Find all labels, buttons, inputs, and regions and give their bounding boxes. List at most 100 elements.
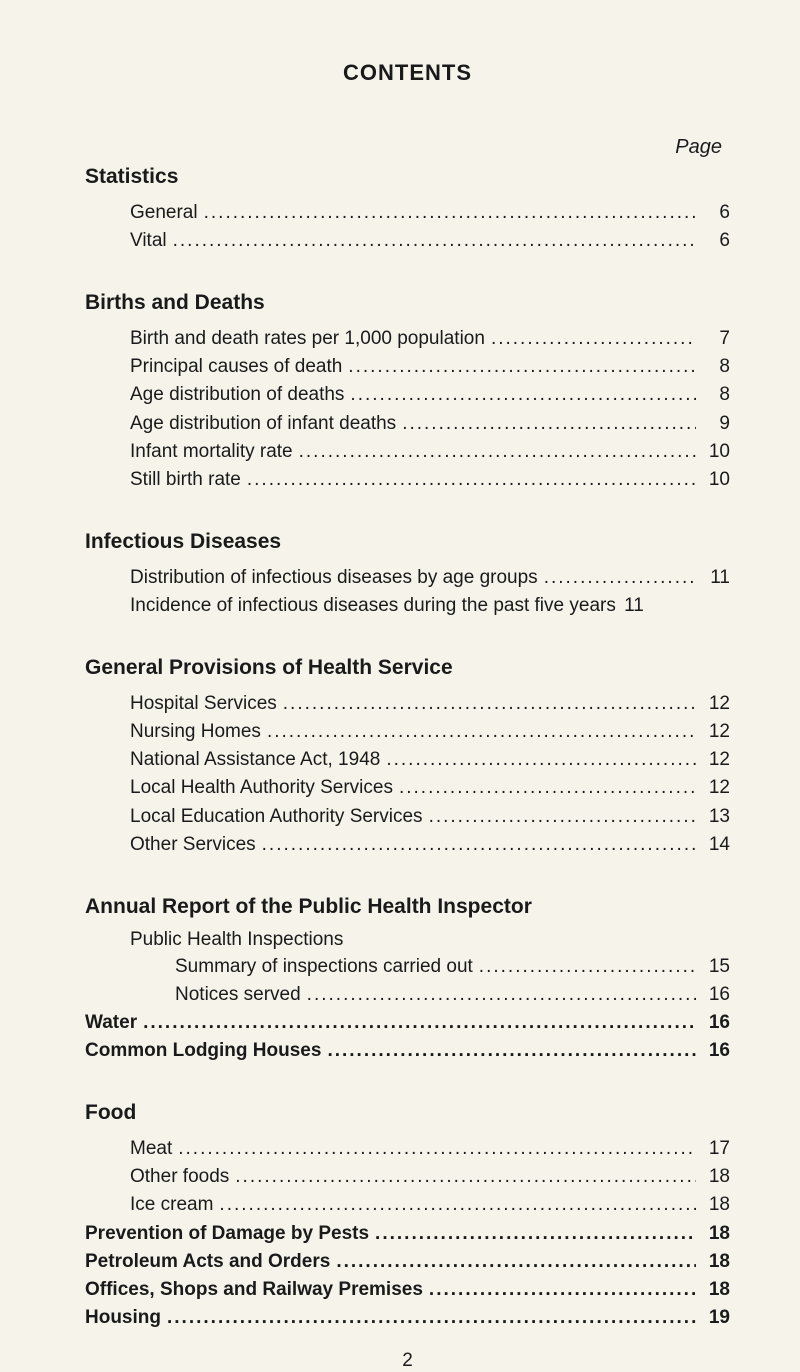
toc-page: 18 [702, 1248, 730, 1276]
toc-line: Incidence of infectious diseases during … [130, 592, 730, 620]
toc-page: 18 [702, 1163, 730, 1191]
toc-page: 9 [702, 410, 730, 438]
toc-label: Other foods [130, 1163, 229, 1191]
toc-line: Local Health Authority Services ........… [130, 774, 730, 802]
toc-dots: ........................................… [429, 1276, 696, 1304]
toc-line: Hospital Services ......................… [130, 690, 730, 718]
toc-label: Summary of inspections carried out [175, 953, 473, 981]
toc-dots: ........................................… [348, 353, 696, 381]
page-number: 2 [85, 1350, 730, 1372]
toc-page: 13 [702, 803, 730, 831]
toc-label: Meat [130, 1135, 172, 1163]
toc-line: Distribution of infectious diseases by a… [130, 564, 730, 592]
toc-dots: ........................................… [283, 690, 696, 718]
toc-dots: ........................................… [167, 1304, 696, 1332]
toc-page: 6 [702, 227, 730, 255]
toc-label: Distribution of infectious diseases by a… [130, 564, 538, 592]
toc-page: 10 [702, 466, 730, 494]
toc-dots: ........................................… [267, 718, 696, 746]
toc-dots: ........................................… [402, 410, 696, 438]
toc-label: Vital [130, 227, 167, 255]
toc-line: Offices, Shops and Railway Premises ....… [85, 1276, 730, 1304]
toc-page: 15 [702, 953, 730, 981]
toc-page: 6 [702, 199, 730, 227]
toc-dots: ........................................… [386, 746, 696, 774]
toc-line: Local Education Authority Services .....… [130, 803, 730, 831]
toc-label: Common Lodging Houses [85, 1037, 321, 1065]
toc-page: 14 [702, 831, 730, 859]
toc-dots: ........................................… [173, 227, 696, 255]
section-heading-food: Food [85, 1101, 730, 1125]
toc-line: Common Lodging Houses ..................… [85, 1037, 730, 1065]
toc-line: Notices served .........................… [175, 981, 730, 1009]
toc-dots: ........................................… [375, 1220, 696, 1248]
toc-label: Petroleum Acts and Orders [85, 1248, 330, 1276]
toc-line: Vital ..................................… [130, 227, 730, 255]
document-title: CONTENTS [85, 60, 730, 86]
toc-line: Petroleum Acts and Orders ..............… [85, 1248, 730, 1276]
toc-dots: ........................................… [178, 1135, 696, 1163]
section-heading-general-provisions: General Provisions of Health Service [85, 656, 730, 680]
toc-line: Housing ................................… [85, 1304, 730, 1332]
section-heading-infectious: Infectious Diseases [85, 530, 730, 554]
toc-dots: ........................................… [399, 774, 696, 802]
toc-dots: ........................................… [204, 199, 696, 227]
section-heading-births-deaths: Births and Deaths [85, 291, 730, 315]
toc-label: Other Services [130, 831, 256, 859]
toc-line: Summary of inspections carried out .....… [175, 953, 730, 981]
toc-dots: ........................................… [350, 381, 696, 409]
toc-line: Water ..................................… [85, 1009, 730, 1037]
toc-line: Nursing Homes ..........................… [130, 718, 730, 746]
toc-page: 16 [702, 1009, 730, 1037]
toc-label: Housing [85, 1304, 161, 1332]
toc-line: Birth and death rates per 1,000 populati… [130, 325, 730, 353]
toc-dots: ........................................… [327, 1037, 696, 1065]
toc-page: 12 [702, 774, 730, 802]
toc-page: 11 [702, 564, 730, 592]
toc-line: Meat ...................................… [130, 1135, 730, 1163]
toc-line: Age distribution of infant deaths ......… [130, 410, 730, 438]
toc-label: General [130, 199, 198, 227]
toc-line: Still birth rate .......................… [130, 466, 730, 494]
toc-label: Water [85, 1009, 137, 1037]
toc-line: General ................................… [130, 199, 730, 227]
toc-label: Principal causes of death [130, 353, 342, 381]
toc-dots: ........................................… [235, 1163, 696, 1191]
toc-page: 8 [702, 381, 730, 409]
toc-line: Principal causes of death ..............… [130, 353, 730, 381]
toc-page: 11 [616, 592, 644, 620]
toc-dots: ........................................… [219, 1191, 696, 1219]
toc-page: 10 [702, 438, 730, 466]
toc-label: Incidence of infectious diseases during … [130, 592, 616, 620]
toc-page: 16 [702, 981, 730, 1009]
toc-label: Age distribution of deaths [130, 381, 344, 409]
toc-label: Local Health Authority Services [130, 774, 393, 802]
toc-dots: ........................................… [491, 325, 696, 353]
toc-line: Other foods ............................… [130, 1163, 730, 1191]
toc-line: Other Services .........................… [130, 831, 730, 859]
toc-label: Still birth rate [130, 466, 241, 494]
toc-dots: ........................................… [262, 831, 696, 859]
toc-dots: ........................................… [479, 953, 696, 981]
toc-dots: ........................................… [299, 438, 696, 466]
toc-label: Nursing Homes [130, 718, 261, 746]
toc-page: 18 [702, 1191, 730, 1219]
toc-label: Prevention of Damage by Pests [85, 1220, 369, 1248]
toc-page: 19 [702, 1304, 730, 1332]
section-heading-annual-report: Annual Report of the Public Health Inspe… [85, 895, 730, 919]
toc-dots: ........................................… [307, 981, 696, 1009]
toc-page: 12 [702, 746, 730, 774]
toc-line: Age distribution of deaths .............… [130, 381, 730, 409]
toc-page: 12 [702, 690, 730, 718]
toc-label: Offices, Shops and Railway Premises [85, 1276, 423, 1304]
toc-line: Ice cream ..............................… [130, 1191, 730, 1219]
toc-label: Age distribution of infant deaths [130, 410, 396, 438]
toc-dots: ........................................… [247, 466, 696, 494]
toc-page: 17 [702, 1135, 730, 1163]
toc-label: National Assistance Act, 1948 [130, 746, 380, 774]
toc-line: National Assistance Act, 1948 ..........… [130, 746, 730, 774]
section-heading-statistics: Statistics [85, 165, 730, 189]
toc-line: Infant mortality rate ..................… [130, 438, 730, 466]
toc-dots: ........................................… [336, 1248, 696, 1276]
toc-label: Birth and death rates per 1,000 populati… [130, 325, 485, 353]
